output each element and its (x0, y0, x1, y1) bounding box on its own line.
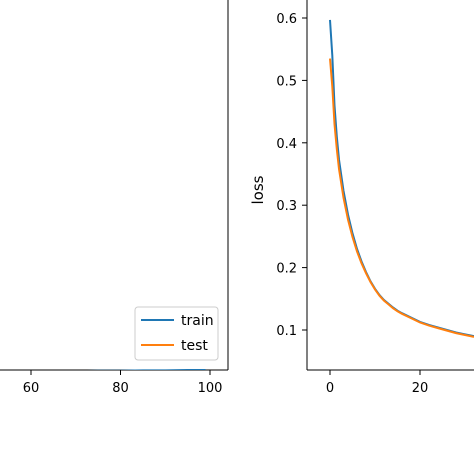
left-x-ticks: 60 80 100 (23, 370, 223, 396)
right-y-ticks: 0.6 0.5 0.4 0.3 0.2 0.1 (276, 12, 307, 339)
left-x-tick-label: 80 (112, 381, 129, 396)
right-x-tick-label: 0 (326, 381, 334, 396)
right-series-train-line (329, 19, 474, 338)
right-x-ticks: 0 20 (326, 370, 428, 396)
right-series-test-line (329, 58, 474, 338)
right-y-axis-label: loss (249, 175, 267, 204)
left-x-tick-label: 100 (198, 381, 223, 396)
left-legend: train test (134, 306, 219, 361)
left-x-tick-label: 60 (23, 381, 40, 396)
right-loss-plot: 0.6 0.5 0.4 0.3 0.2 0.1 0 20 loss (249, 0, 474, 396)
right-y-tick-label: 0.5 (276, 74, 297, 89)
right-y-tick-label: 0.1 (276, 324, 297, 339)
right-y-tick-label: 0.6 (276, 12, 297, 27)
right-y-tick-label: 0.4 (276, 137, 297, 152)
legend-train-label: train (181, 313, 214, 329)
right-y-tick-label: 0.2 (276, 262, 297, 277)
right-series-lines (329, 19, 474, 338)
right-y-tick-label: 0.3 (276, 199, 297, 214)
right-x-tick-label: 20 (412, 381, 429, 396)
legend-test-label: test (181, 338, 208, 354)
left-accuracy-plot: 60 80 100 train test (0, 0, 229, 396)
